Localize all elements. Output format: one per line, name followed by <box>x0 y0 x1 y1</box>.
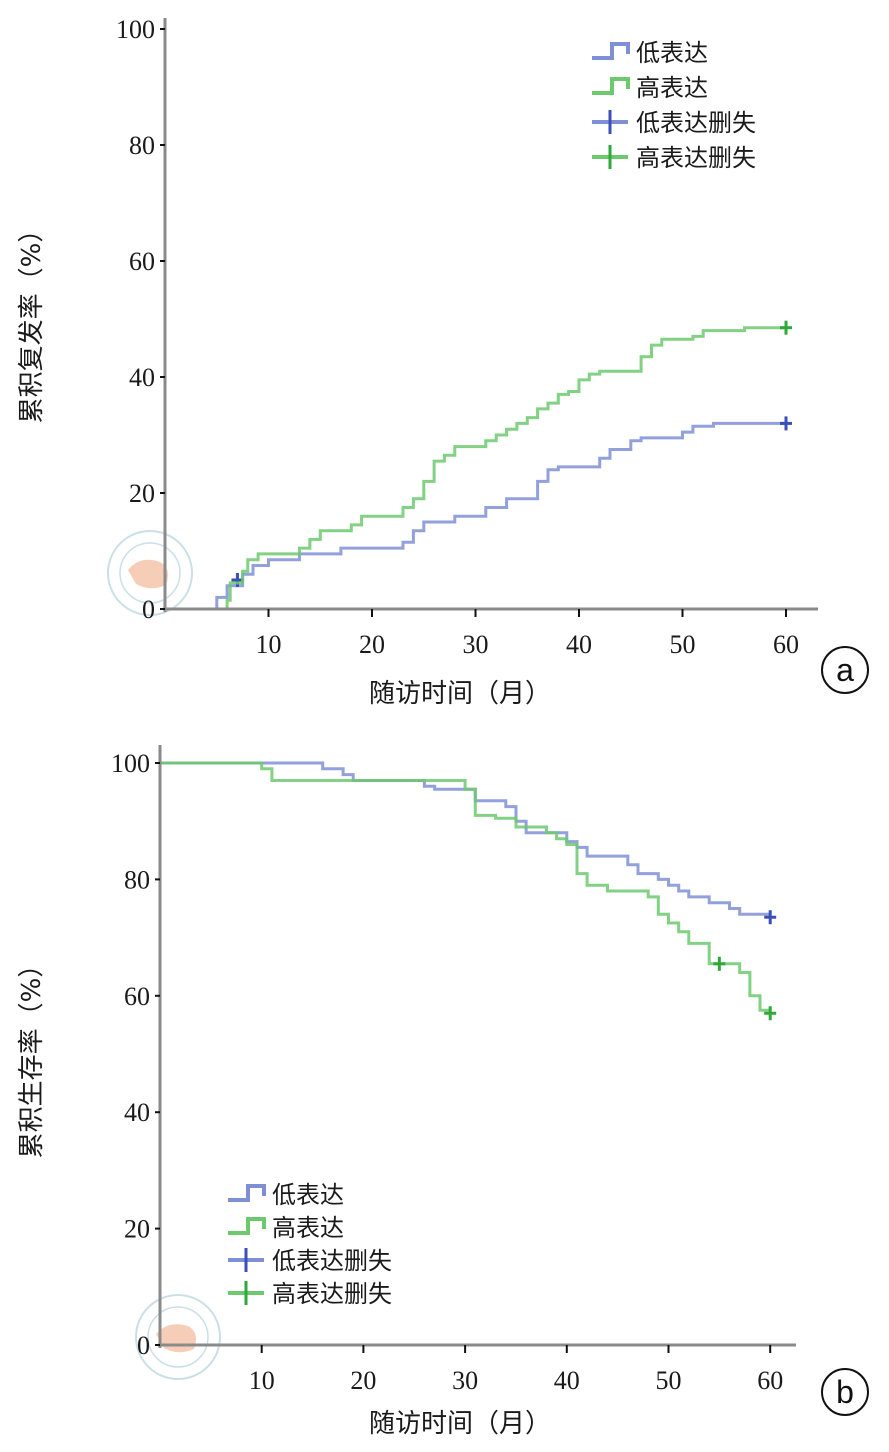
x-tick-label: 30 <box>463 630 489 659</box>
x-tick-label: 60 <box>773 630 799 659</box>
legend-label: 高表达删失 <box>636 144 756 172</box>
x-axis-title: 随访时间（月） <box>369 1409 551 1439</box>
legend-item: 低表达 <box>228 1181 344 1209</box>
x-axis-title: 随访时间（月） <box>369 679 551 709</box>
censor-mark-high <box>713 956 726 971</box>
x-tick-label: 30 <box>452 1366 478 1395</box>
legend-label: 低表达 <box>636 39 708 67</box>
legend-item: 低表达删失 <box>592 109 756 137</box>
y-tick-label: 80 <box>124 865 150 894</box>
panel-label-a: a <box>821 646 869 694</box>
legend-label: 低表达删失 <box>272 1247 392 1275</box>
y-tick-label: 100 <box>116 15 155 44</box>
panel-letter: a <box>836 652 854 688</box>
legend-step-icon <box>228 1217 266 1235</box>
legend-label: 高表达 <box>272 1214 344 1242</box>
x-tick-label: 10 <box>256 630 282 659</box>
y-tick-label: 0 <box>142 595 155 624</box>
x-tick-label: 50 <box>656 1366 682 1395</box>
legend-label: 高表达删失 <box>272 1280 392 1308</box>
censor-mark-high <box>764 1006 777 1021</box>
panel-label-b: b <box>821 1368 869 1416</box>
y-axis-title: 累积生存率（%） <box>17 952 47 1159</box>
panel-letter: b <box>836 1374 854 1410</box>
legend-item: 低表达删失 <box>228 1247 392 1275</box>
legend-step-icon <box>592 77 630 95</box>
legend-step-icon <box>228 1184 266 1202</box>
series-line-low <box>165 421 786 611</box>
watermark-logo <box>107 530 193 616</box>
y-axis-title: 累积复发率（%） <box>17 217 47 424</box>
x-tick-label: 40 <box>566 630 592 659</box>
panel-a-recurrence-chart: 0 20 40 60 80 100 10 20 30 40 50 60 随访时间（月） 累积复发率（… <box>17 15 869 709</box>
x-tick-label: 20 <box>350 1366 376 1395</box>
legend-step-icon <box>592 42 630 60</box>
legend-item: 高表达删失 <box>592 144 756 172</box>
panel-b-survival-chart: 0 20 40 60 80 100 10 20 30 40 50 60 随访时间（月） 累积生存率（… <box>17 745 869 1439</box>
legend-item: 低表达 <box>592 39 708 67</box>
y-tick-label: 80 <box>129 131 155 160</box>
y-tick-label: 20 <box>124 1215 150 1244</box>
x-tick-label: 60 <box>757 1366 783 1395</box>
censor-mark-low <box>764 910 777 925</box>
series-line-high <box>165 326 786 611</box>
censor-mark-high <box>780 320 792 335</box>
legend-label: 低表达删失 <box>636 109 756 137</box>
y-tick-label: 0 <box>137 1331 150 1360</box>
x-tick-label: 20 <box>359 630 385 659</box>
y-tick-label: 40 <box>129 363 155 392</box>
y-tick-label: 100 <box>111 749 150 778</box>
legend-item: 高表达删失 <box>228 1280 392 1308</box>
x-tick-label: 10 <box>249 1366 275 1395</box>
x-tick-label: 40 <box>554 1366 580 1395</box>
censor-mark-low <box>780 416 792 431</box>
legend-item: 高表达 <box>228 1214 344 1242</box>
legend-label: 高表达 <box>636 74 708 102</box>
y-tick-label: 60 <box>124 982 150 1011</box>
x-tick-label: 50 <box>670 630 696 659</box>
y-tick-label: 40 <box>124 1098 150 1127</box>
legend-item: 高表达 <box>592 74 708 102</box>
y-tick-label: 20 <box>129 479 155 508</box>
series-line-high <box>160 761 771 1012</box>
y-tick-label: 60 <box>129 247 155 276</box>
legend-label: 低表达 <box>272 1181 344 1209</box>
